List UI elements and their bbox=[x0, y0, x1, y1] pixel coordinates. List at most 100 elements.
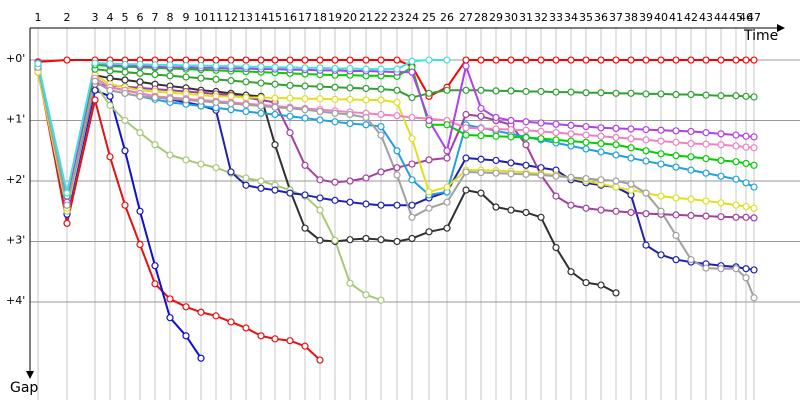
x-tick-label: 42 bbox=[684, 11, 698, 24]
x-tick-label: 23 bbox=[390, 11, 404, 24]
data-point bbox=[477, 112, 485, 120]
data-point bbox=[732, 213, 740, 221]
data-point bbox=[212, 164, 220, 172]
data-point bbox=[507, 206, 515, 214]
data-point bbox=[537, 213, 545, 221]
data-point bbox=[750, 161, 758, 169]
data-point bbox=[702, 264, 710, 272]
data-point bbox=[136, 129, 144, 137]
data-point bbox=[717, 199, 725, 207]
data-point bbox=[732, 201, 740, 209]
data-point bbox=[462, 168, 470, 176]
data-point bbox=[612, 133, 620, 142]
data-point bbox=[227, 92, 235, 100]
data-point bbox=[346, 64, 354, 73]
data-point bbox=[286, 337, 294, 345]
data-point bbox=[286, 56, 294, 64]
data-point bbox=[166, 95, 174, 103]
data-point bbox=[121, 147, 129, 155]
data-point bbox=[582, 122, 590, 131]
data-point bbox=[507, 126, 515, 134]
data-point bbox=[121, 60, 129, 68]
data-point bbox=[443, 56, 451, 64]
data-point bbox=[687, 153, 695, 161]
data-point bbox=[443, 86, 451, 94]
data-point bbox=[627, 180, 635, 188]
data-point bbox=[377, 168, 385, 176]
x-tick-label: 17 bbox=[298, 11, 312, 24]
data-point bbox=[393, 171, 401, 179]
data-point bbox=[537, 127, 545, 136]
data-point bbox=[408, 57, 416, 65]
x-tick-label: 21 bbox=[359, 11, 373, 24]
data-point bbox=[477, 189, 485, 197]
data-point bbox=[462, 124, 470, 132]
data-point bbox=[537, 135, 545, 143]
data-point bbox=[257, 93, 265, 102]
data-point bbox=[408, 213, 416, 221]
data-point bbox=[492, 56, 500, 64]
data-point bbox=[316, 64, 324, 72]
data-point bbox=[182, 61, 190, 70]
data-point bbox=[63, 189, 71, 197]
data-point bbox=[212, 56, 220, 64]
data-point bbox=[197, 74, 205, 82]
data-point bbox=[702, 155, 710, 163]
data-point bbox=[477, 56, 485, 64]
x-tick-label: 30 bbox=[504, 11, 518, 24]
x-tick-label: 20 bbox=[343, 11, 357, 24]
data-point bbox=[750, 183, 758, 191]
data-point bbox=[227, 77, 235, 85]
data-point bbox=[612, 183, 620, 191]
data-point bbox=[286, 112, 294, 120]
data-point bbox=[567, 88, 575, 96]
data-point bbox=[582, 145, 590, 153]
data-point bbox=[642, 126, 650, 134]
data-point bbox=[443, 224, 451, 232]
data-point bbox=[393, 201, 401, 209]
data-point bbox=[425, 188, 433, 196]
data-point bbox=[316, 176, 324, 184]
data-point bbox=[507, 133, 515, 141]
data-point bbox=[271, 335, 279, 343]
data-point bbox=[377, 56, 385, 64]
data-point bbox=[687, 127, 695, 136]
data-point bbox=[597, 132, 605, 140]
data-point bbox=[301, 95, 309, 103]
data-point bbox=[597, 148, 605, 156]
data-point bbox=[271, 80, 279, 88]
data-point bbox=[377, 236, 385, 244]
data-point bbox=[582, 131, 590, 139]
data-point bbox=[742, 56, 750, 64]
data-point bbox=[597, 139, 605, 148]
data-point bbox=[271, 56, 279, 64]
data-point bbox=[642, 241, 650, 249]
data-point bbox=[742, 213, 750, 221]
data-point bbox=[197, 354, 205, 362]
data-point bbox=[286, 63, 294, 71]
data-point bbox=[552, 136, 560, 144]
data-point bbox=[393, 56, 401, 64]
data-point bbox=[507, 87, 515, 95]
data-point bbox=[477, 132, 485, 140]
data-point bbox=[91, 59, 99, 67]
data-point bbox=[331, 83, 339, 91]
data-point bbox=[522, 141, 530, 149]
data-point bbox=[582, 204, 590, 212]
data-point bbox=[750, 214, 758, 222]
x-tick-label: 5 bbox=[122, 11, 129, 24]
data-point bbox=[121, 76, 129, 84]
data-point bbox=[393, 147, 401, 155]
data-point bbox=[492, 156, 500, 165]
data-point bbox=[567, 201, 575, 209]
x-tick-label: 1 bbox=[35, 11, 42, 24]
data-point bbox=[742, 132, 750, 140]
x-tick-label: 37 bbox=[609, 11, 623, 24]
data-point bbox=[702, 169, 710, 177]
data-point bbox=[582, 279, 590, 287]
data-point bbox=[257, 56, 265, 64]
y-tick-label: +0' bbox=[6, 52, 25, 65]
data-point bbox=[657, 251, 665, 259]
data-point bbox=[462, 186, 470, 194]
data-point bbox=[672, 138, 680, 146]
